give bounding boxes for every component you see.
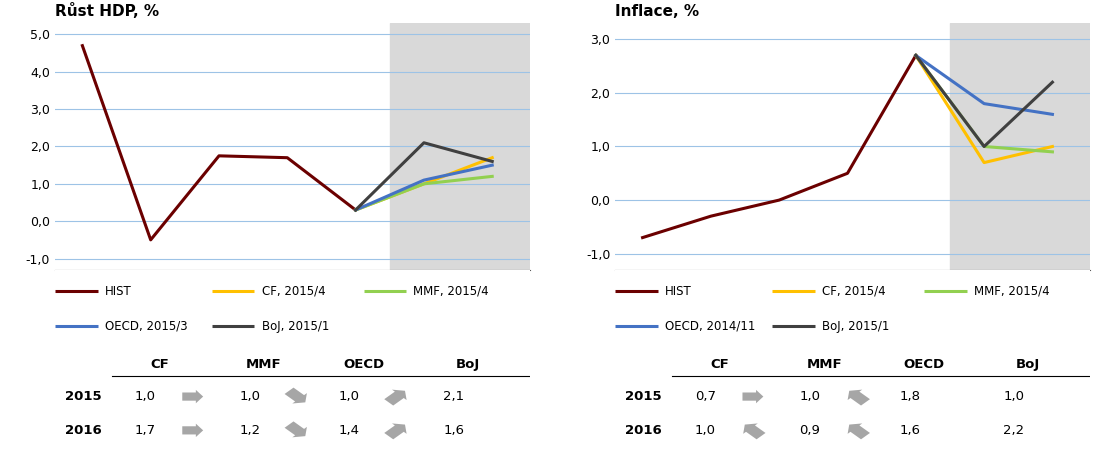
Text: 1,0: 1,0 [339, 390, 360, 403]
Text: OECD, 2014/11: OECD, 2014/11 [665, 319, 755, 332]
Text: 0,9: 0,9 [799, 424, 820, 437]
Text: 2015: 2015 [65, 390, 101, 403]
Text: 1,7: 1,7 [134, 424, 156, 437]
Text: Růst HDP, %: Růst HDP, % [55, 3, 160, 20]
Text: Inflace, %: Inflace, % [615, 4, 699, 20]
Text: OECD, 2015/3: OECD, 2015/3 [105, 319, 187, 332]
Polygon shape [384, 424, 406, 439]
Text: 1,0: 1,0 [239, 390, 260, 403]
Text: MMF, 2015/4: MMF, 2015/4 [973, 285, 1049, 298]
Text: 2016: 2016 [624, 424, 662, 437]
Text: BoJ: BoJ [456, 358, 480, 371]
Text: CF: CF [150, 358, 168, 371]
Text: 1,0: 1,0 [695, 424, 716, 437]
Text: 1,2: 1,2 [239, 424, 260, 437]
Polygon shape [183, 390, 204, 403]
Polygon shape [284, 388, 307, 404]
Polygon shape [284, 421, 307, 437]
Text: HIST: HIST [665, 285, 691, 298]
Text: HIST: HIST [105, 285, 132, 298]
Polygon shape [384, 390, 406, 405]
Text: 1,0: 1,0 [799, 390, 820, 403]
Text: 1,6: 1,6 [444, 424, 465, 437]
Text: 1,6: 1,6 [900, 424, 920, 437]
Text: MMF: MMF [247, 358, 282, 371]
Text: BoJ: BoJ [1016, 358, 1040, 371]
Text: 1,8: 1,8 [900, 390, 920, 403]
Text: 1,0: 1,0 [1003, 390, 1025, 403]
Text: CF, 2015/4: CF, 2015/4 [262, 285, 325, 298]
Polygon shape [742, 390, 763, 403]
Text: BoJ, 2015/1: BoJ, 2015/1 [821, 319, 890, 332]
Text: CF, 2015/4: CF, 2015/4 [821, 285, 885, 298]
Text: OECD: OECD [903, 358, 945, 371]
Bar [950, 23, 1090, 270]
Text: 2,2: 2,2 [1003, 424, 1025, 437]
Text: 1,4: 1,4 [339, 424, 360, 437]
Polygon shape [848, 390, 870, 405]
Text: 2,1: 2,1 [444, 390, 465, 403]
Bar [390, 23, 530, 270]
Text: MMF: MMF [806, 358, 842, 371]
Polygon shape [183, 424, 204, 437]
Text: 2016: 2016 [65, 424, 101, 437]
Text: 1,0: 1,0 [134, 390, 155, 403]
Polygon shape [743, 424, 765, 439]
Text: 0,7: 0,7 [695, 390, 716, 403]
Text: BoJ, 2015/1: BoJ, 2015/1 [262, 319, 329, 332]
Text: 2015: 2015 [624, 390, 662, 403]
Text: MMF, 2015/4: MMF, 2015/4 [414, 285, 489, 298]
Text: OECD: OECD [344, 358, 384, 371]
Polygon shape [848, 424, 870, 439]
Text: CF: CF [710, 358, 729, 371]
